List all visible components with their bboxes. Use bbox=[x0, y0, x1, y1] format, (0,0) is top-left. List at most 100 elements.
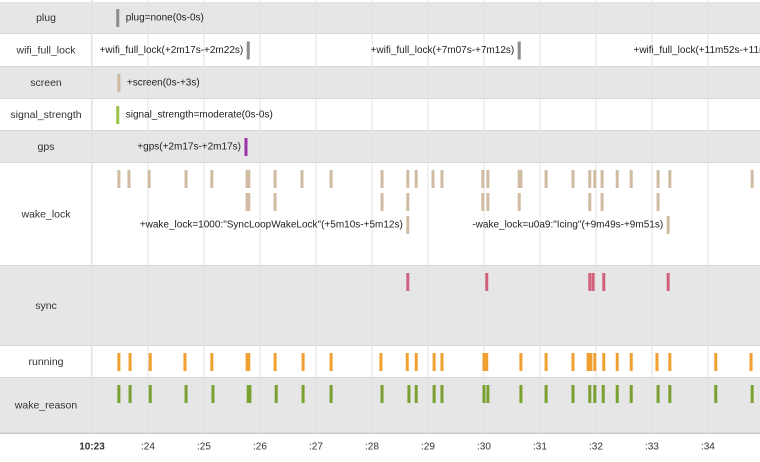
event-mark bbox=[544, 353, 548, 371]
lane-name: plug bbox=[36, 12, 56, 24]
event-mark bbox=[246, 385, 250, 403]
event-mark bbox=[406, 193, 410, 211]
lane-name: wake_reason bbox=[14, 399, 78, 411]
lane-background bbox=[0, 378, 760, 432]
event-mark bbox=[571, 385, 575, 403]
event-mark bbox=[749, 353, 753, 371]
event-mark bbox=[405, 353, 409, 371]
lane-background bbox=[0, 67, 760, 98]
event-mark bbox=[593, 385, 597, 403]
event-mark bbox=[274, 385, 278, 403]
event-mark bbox=[486, 193, 490, 211]
event-mark bbox=[481, 193, 485, 211]
lane-name: running bbox=[28, 356, 63, 368]
event-label: signal_strength=moderate(0s-0s) bbox=[126, 110, 273, 121]
event-mark bbox=[519, 170, 523, 188]
event-mark bbox=[406, 273, 410, 291]
event-mark bbox=[184, 170, 188, 188]
event-mark bbox=[615, 353, 619, 371]
event-mark bbox=[666, 216, 670, 234]
event-mark bbox=[656, 385, 660, 403]
event-mark bbox=[629, 385, 633, 403]
event-mark bbox=[519, 385, 523, 403]
event-mark bbox=[244, 138, 248, 156]
x-tick-label: :25 bbox=[197, 442, 211, 453]
x-tick-label: :31 bbox=[533, 442, 547, 453]
event-mark bbox=[571, 170, 575, 188]
event-mark bbox=[210, 170, 214, 188]
event-mark bbox=[750, 170, 754, 188]
lane-name: sync bbox=[35, 300, 57, 312]
event-mark bbox=[519, 353, 523, 371]
event-mark bbox=[183, 353, 187, 371]
event-mark bbox=[148, 353, 152, 371]
event-mark bbox=[247, 353, 251, 371]
lane-background bbox=[0, 266, 760, 345]
event-mark bbox=[380, 385, 384, 403]
lane-name: signal_strength bbox=[10, 109, 81, 121]
event-mark bbox=[481, 170, 485, 188]
lane-name: wake_lock bbox=[20, 208, 71, 220]
event-mark bbox=[588, 193, 592, 211]
event-mark bbox=[128, 385, 132, 403]
x-tick-label: :33 bbox=[645, 442, 659, 453]
event-mark bbox=[517, 41, 521, 60]
event-mark bbox=[301, 353, 305, 371]
event-mark bbox=[586, 353, 590, 371]
event-mark bbox=[431, 170, 435, 188]
x-tick-label: :32 bbox=[589, 442, 603, 453]
event-mark bbox=[591, 273, 595, 291]
event-label: -wake_lock=u0a9:"Icing"(+9m49s-+9m51s) bbox=[472, 220, 663, 231]
event-mark bbox=[432, 353, 436, 371]
x-tick-label: :24 bbox=[141, 442, 155, 453]
event-mark bbox=[593, 353, 597, 371]
event-mark bbox=[432, 385, 436, 403]
event-mark bbox=[589, 353, 593, 371]
event-mark bbox=[482, 353, 486, 371]
event-mark bbox=[414, 353, 418, 371]
x-tick-label: :34 bbox=[701, 442, 715, 453]
event-mark bbox=[544, 170, 548, 188]
event-mark bbox=[656, 193, 660, 211]
event-mark bbox=[379, 353, 383, 371]
event-mark bbox=[210, 353, 214, 371]
event-mark bbox=[602, 273, 606, 291]
event-label: +wifi_full_lock(+7m07s-+7m12s) bbox=[371, 45, 515, 56]
event-mark bbox=[128, 353, 132, 371]
event-mark bbox=[273, 353, 277, 371]
event-mark bbox=[486, 170, 490, 188]
lane-background bbox=[0, 163, 760, 265]
event-mark bbox=[117, 74, 121, 92]
event-mark bbox=[273, 193, 277, 211]
x-tick-label: :26 bbox=[253, 442, 267, 453]
event-mark bbox=[300, 170, 304, 188]
event-mark bbox=[301, 385, 305, 403]
event-mark bbox=[668, 170, 672, 188]
event-mark bbox=[655, 353, 659, 371]
x-tick-label: :30 bbox=[477, 442, 491, 453]
event-mark bbox=[245, 353, 249, 371]
event-mark bbox=[629, 170, 633, 188]
event-mark bbox=[593, 170, 597, 188]
event-mark bbox=[615, 170, 619, 188]
event-mark bbox=[714, 385, 718, 403]
event-mark bbox=[406, 170, 410, 188]
event-label: +gps(+2m17s-+2m17s) bbox=[137, 142, 241, 153]
event-mark bbox=[517, 170, 521, 188]
event-mark bbox=[668, 353, 672, 371]
x-tick-label: :27 bbox=[309, 442, 323, 453]
event-mark bbox=[414, 170, 418, 188]
event-mark bbox=[517, 193, 521, 211]
event-mark bbox=[247, 193, 251, 211]
event-mark bbox=[588, 273, 592, 291]
event-mark bbox=[380, 170, 384, 188]
event-label: +wifi_full_lock(+2m17s-+2m22s) bbox=[100, 45, 244, 56]
lane-name: wifi_full_lock bbox=[16, 44, 77, 56]
event-mark bbox=[329, 353, 333, 371]
event-mark bbox=[380, 193, 384, 211]
event-mark bbox=[329, 170, 333, 188]
lane-background bbox=[0, 131, 760, 162]
event-mark bbox=[127, 170, 131, 188]
